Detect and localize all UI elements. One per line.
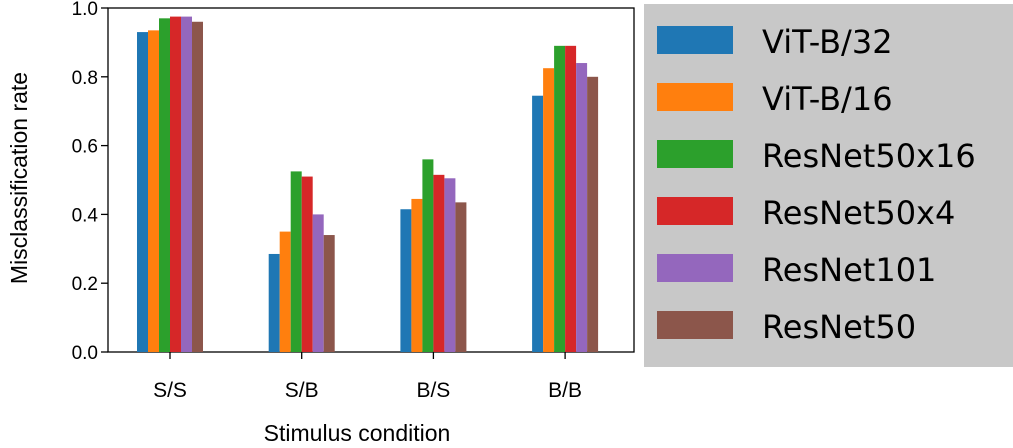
legend-swatch-ResNet101 [657, 254, 733, 282]
bar-ViT-B/16-S/S [148, 30, 159, 353]
legend-label-ViT-B/16: ViT-B/16 [762, 80, 893, 118]
legend-label-ResNet101: ResNet101 [762, 251, 936, 289]
bar-ResNet50x16-B/S [422, 159, 434, 352]
bar-ViT-B/32-S/S [137, 32, 148, 353]
bar-ResNet101-B/B [576, 63, 588, 352]
legend-label-ViT-B/32: ViT-B/32 [762, 23, 893, 61]
bar-ResNet50x4-S/S [170, 16, 181, 352]
y-tick-label: 0.8 [72, 68, 98, 89]
legend: ViT-B/32 ViT-B/16 ResNet50x16 ResNet50x4 Res… [644, 4, 1013, 367]
bar-ResNet50x4-B/S [433, 174, 445, 352]
bar-ResNet101-B/S [444, 178, 456, 352]
legend-label-ResNet50: ResNet50 [762, 308, 916, 346]
y-tick-label: 0.2 [72, 274, 98, 295]
bar-ResNet50x16-S/S [159, 18, 170, 352]
bar-ViT-B/16-S/B [279, 231, 291, 352]
bar-ResNet50-S/B [323, 235, 335, 352]
bar-ViT-B/16-B/B [543, 68, 555, 352]
bar-ResNet50x4-S/B [301, 176, 313, 352]
legend-swatch-ViT-B/16 [657, 83, 733, 111]
bar-ResNet50x16-B/B [554, 45, 566, 353]
bar-ResNet50-B/S [455, 202, 467, 352]
bar-ViT-B/32-B/B [532, 95, 544, 352]
x-axis: S/S S/B B/S B/B [153, 352, 582, 402]
bar-ResNet101-S/S [181, 16, 192, 352]
bar-ResNet50x4-B/B [565, 45, 577, 353]
bar-ViT-B/32-S/B [268, 253, 280, 352]
bar-ResNet50-B/B [587, 76, 599, 353]
x-tick-label: S/S [153, 379, 187, 402]
bars-group [137, 16, 599, 353]
y-tick-label: 0.6 [72, 137, 98, 158]
y-axis: 0.0 0.2 0.4 0.6 0.8 1.0 [72, 0, 108, 364]
bar-ResNet50-S/S [192, 21, 203, 352]
bar-ResNet101-S/B [312, 214, 324, 352]
x-tick-label: B/S [416, 379, 450, 402]
bar-ViT-B/32-B/S [400, 209, 412, 352]
legend-swatch-ResNet50x4 [657, 197, 733, 225]
y-tick-label: 0.4 [72, 205, 99, 226]
x-axis-label: Stimulus condition [264, 420, 451, 446]
legend-label-ResNet50x4: ResNet50x4 [762, 194, 955, 232]
legend-background [644, 4, 1013, 367]
legend-label-ResNet50x16: ResNet50x16 [762, 137, 976, 175]
x-tick-label: B/B [548, 379, 582, 402]
x-tick-label: S/B [285, 379, 319, 402]
legend-swatch-ResNet50x16 [657, 140, 733, 168]
y-tick-label: 1.0 [72, 0, 98, 20]
bar-ResNet50x16-S/B [290, 171, 302, 352]
legend-swatch-ResNet50 [657, 311, 733, 339]
bar-ViT-B/16-B/S [411, 198, 423, 352]
y-tick-label: 0.0 [72, 343, 98, 364]
legend-swatch-ViT-B/32 [657, 26, 733, 54]
y-axis-label: Misclassification rate [6, 72, 32, 284]
